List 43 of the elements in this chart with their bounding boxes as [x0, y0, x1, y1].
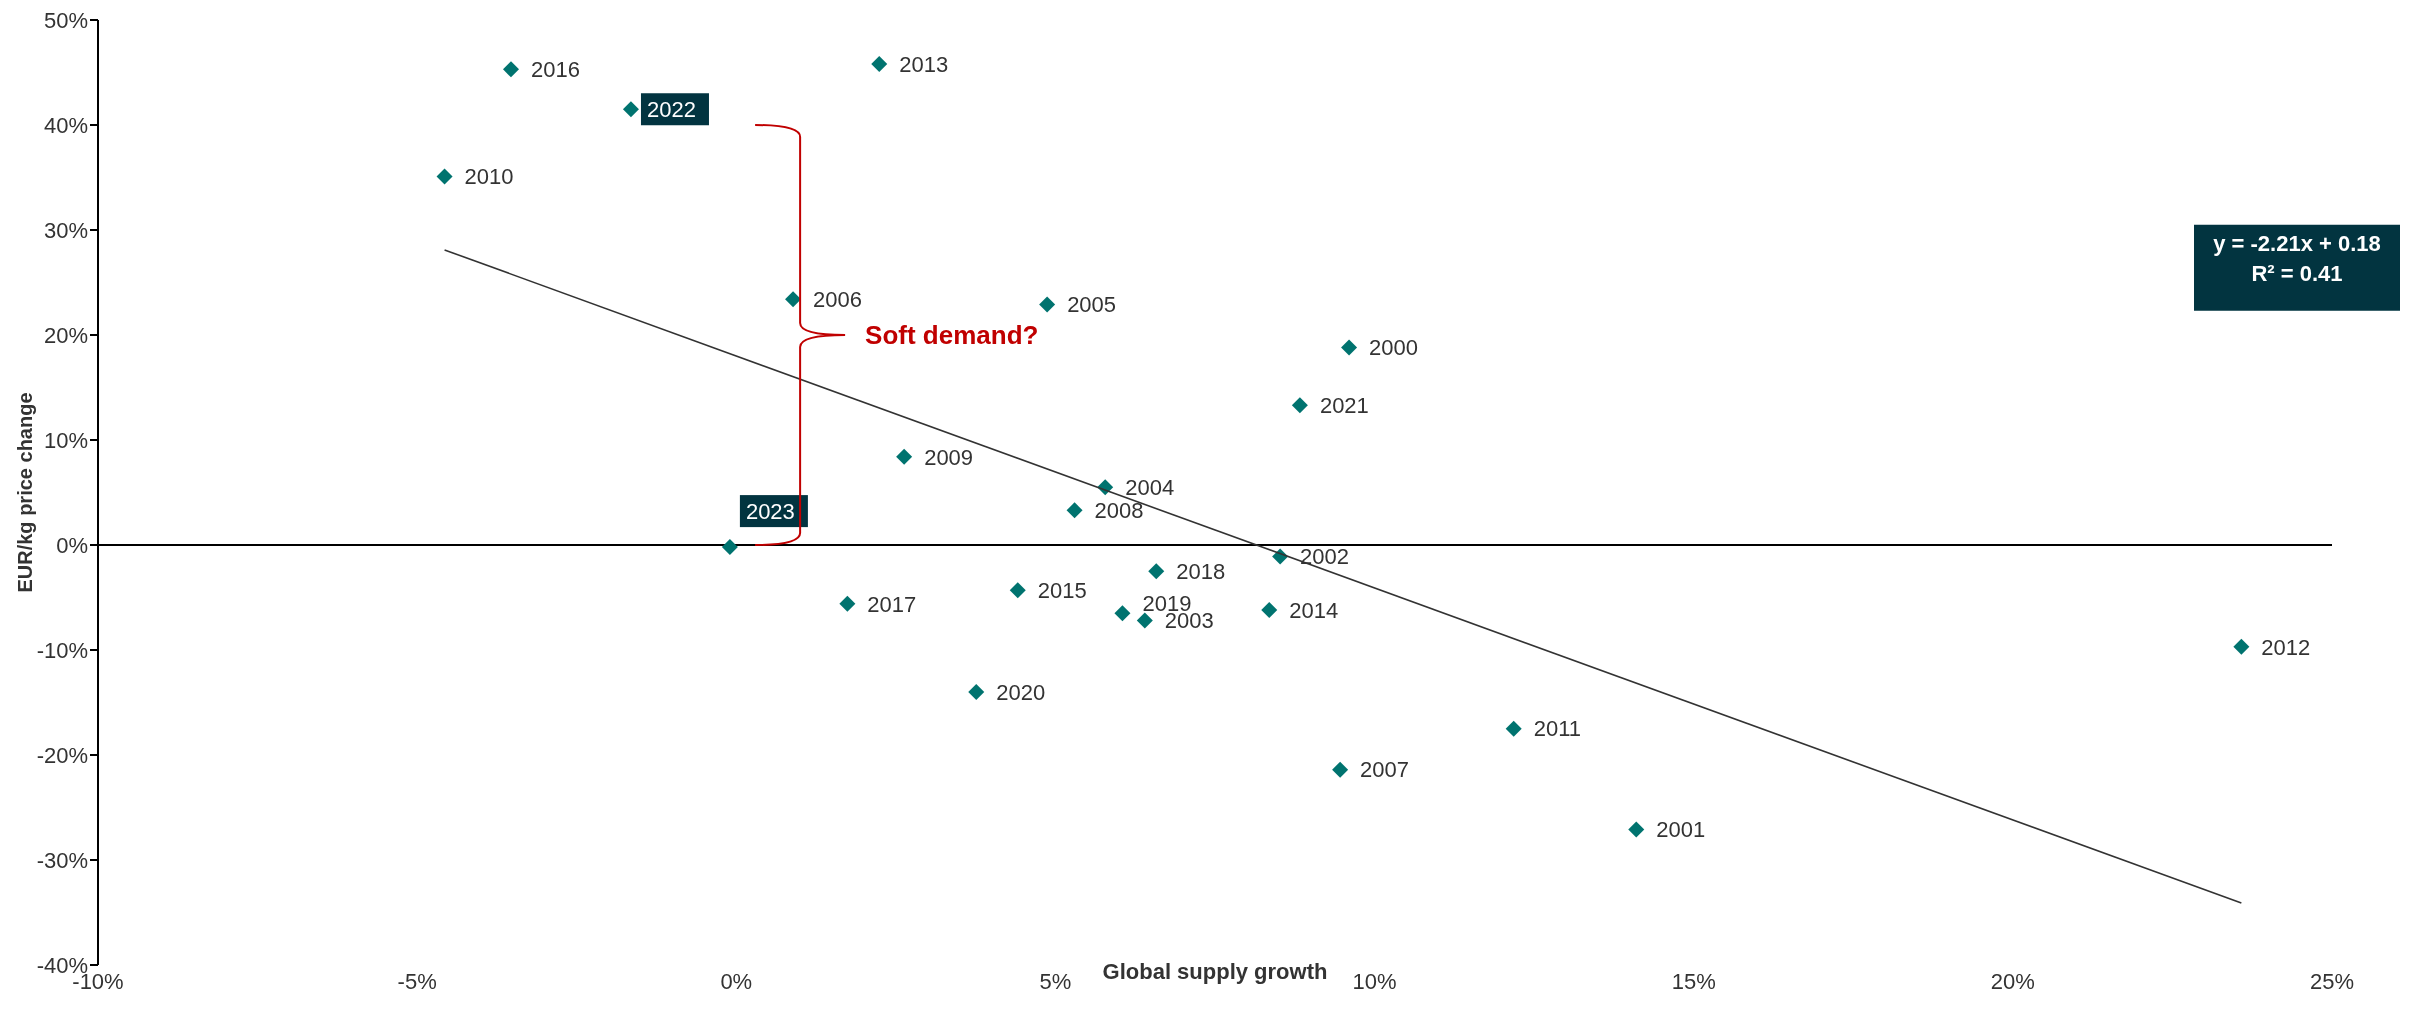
annotation: 2017 [867, 591, 917, 617]
x-tick-label: 10% [1352, 968, 1397, 994]
y-tick-label: 0% [56, 532, 88, 558]
y-tick-label: 10% [43, 427, 88, 453]
annotation: 2023 [745, 498, 795, 524]
y-tick-label: 40% [43, 112, 88, 138]
y-tick-label: -10% [36, 637, 88, 663]
annotation: 2016 [530, 57, 580, 83]
annotation: 2012 [2261, 634, 2311, 660]
annotation: 2022 [646, 96, 696, 122]
y-tick-label: 50% [43, 7, 88, 33]
annotation: 2007 [1360, 757, 1410, 783]
annotation: 2001 [1656, 817, 1706, 843]
annotation: 2002 [1300, 544, 1350, 570]
y-tick-label: 20% [43, 322, 88, 348]
annotation: 2009 [924, 444, 974, 470]
annotation: 2015 [1037, 577, 1087, 603]
annotation: 2021 [1319, 393, 1369, 419]
x-tick-label: 20% [1990, 968, 2035, 994]
y-tick-label: -20% [36, 742, 88, 768]
x-tick-label: 5% [1039, 968, 1072, 994]
annotation: R² = 0.41 [2251, 260, 2343, 286]
y-axis-title: EUR/kg price change [14, 392, 36, 593]
annotation: 2004 [1125, 474, 1175, 500]
annotation: 2013 [899, 51, 949, 77]
x-tick-label: -5% [397, 968, 437, 994]
annotation: 2008 [1094, 498, 1144, 524]
y-tick-label: 30% [43, 217, 88, 243]
annotation: Soft demand? [865, 320, 1039, 351]
annotation: 2020 [996, 679, 1046, 705]
x-tick-label: 0% [720, 968, 753, 994]
annotation: 2000 [1369, 335, 1418, 361]
annotation: 2011 [1533, 716, 1582, 742]
annotation: y = -2.21x + 0.18 [2213, 230, 2381, 256]
y-tick-label: -30% [36, 847, 88, 873]
annotation: 2010 [464, 164, 514, 190]
x-axis-title: Global supply growth [1102, 958, 1328, 984]
annotation: 2014 [1289, 597, 1339, 623]
annotation: 2006 [813, 287, 863, 312]
x-tick-label: 15% [1671, 968, 1716, 994]
annotation: 2005 [1067, 292, 1117, 318]
x-tick-label: 25% [2309, 968, 2355, 994]
annotation: 2018 [1176, 558, 1226, 584]
